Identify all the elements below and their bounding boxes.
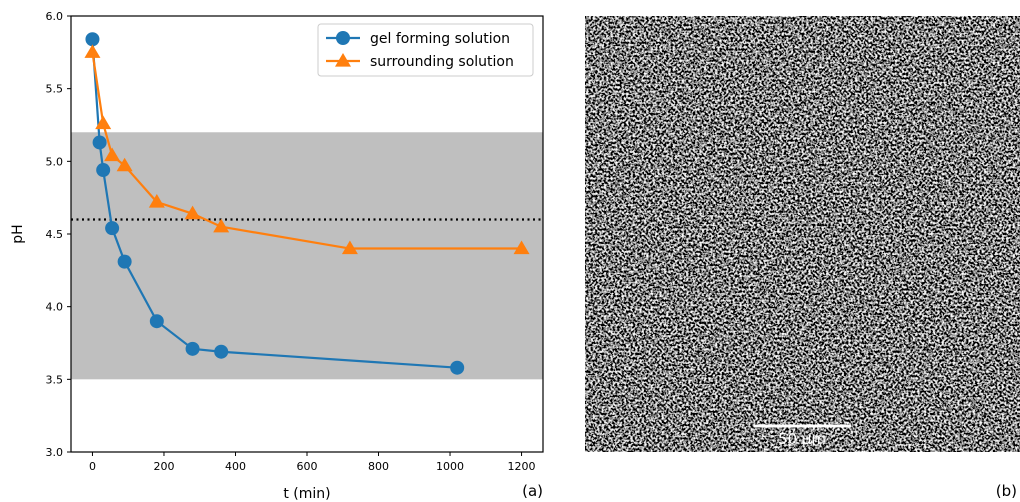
triangle-marker: [104, 147, 121, 162]
triangle-marker: [341, 240, 358, 255]
x-tick-label: 400: [225, 460, 246, 473]
triangle-marker: [184, 205, 201, 220]
x-axis-label: t (min): [283, 486, 330, 502]
y-tick-label: 5.5: [46, 83, 64, 96]
circle-marker: [214, 344, 229, 359]
x-tick-label: 600: [297, 460, 318, 473]
y-tick-label: 5.0: [46, 155, 64, 168]
triangle-marker: [513, 240, 530, 255]
shaded-band: [71, 132, 543, 380]
axes-frame: [70, 15, 544, 453]
legend-marker: [336, 31, 350, 45]
y-tick-label: 6.0: [46, 10, 64, 23]
x-tick-label: 0: [89, 460, 96, 473]
triangle-marker: [213, 218, 230, 233]
y-tick-label: 3.0: [46, 446, 64, 459]
panel-label: (b): [996, 482, 1017, 500]
circle-marker: [117, 254, 132, 269]
legend-box: [317, 23, 534, 77]
scale-bar-label: 50 µm: [778, 430, 826, 448]
circle-marker: [149, 314, 164, 329]
x-tick-label: 800: [368, 460, 389, 473]
y-tick-label: 4.0: [46, 301, 64, 314]
legend-label: surrounding solution: [370, 54, 514, 70]
panel-label: (a): [522, 482, 543, 500]
circle-marker: [450, 360, 465, 375]
circle-marker: [96, 163, 111, 178]
triangle-marker: [84, 44, 101, 58]
triangle-marker: [148, 194, 165, 208]
legend-marker: [335, 53, 351, 67]
y-axis-label: pH: [10, 224, 26, 243]
circle-marker: [185, 341, 200, 356]
circle-marker: [92, 135, 107, 150]
triangle-marker: [116, 157, 133, 172]
legend-label: gel forming solution: [370, 31, 510, 47]
micrograph: [585, 16, 1020, 452]
x-tick-label: 1200: [508, 460, 536, 473]
triangle-marker: [95, 115, 112, 130]
x-tick-label: 1000: [436, 460, 464, 473]
y-tick-label: 3.5: [46, 373, 64, 386]
circle-marker: [85, 32, 100, 47]
circle-marker: [105, 221, 120, 236]
x-tick-label: 200: [153, 460, 174, 473]
y-tick-label: 4.5: [46, 228, 64, 241]
